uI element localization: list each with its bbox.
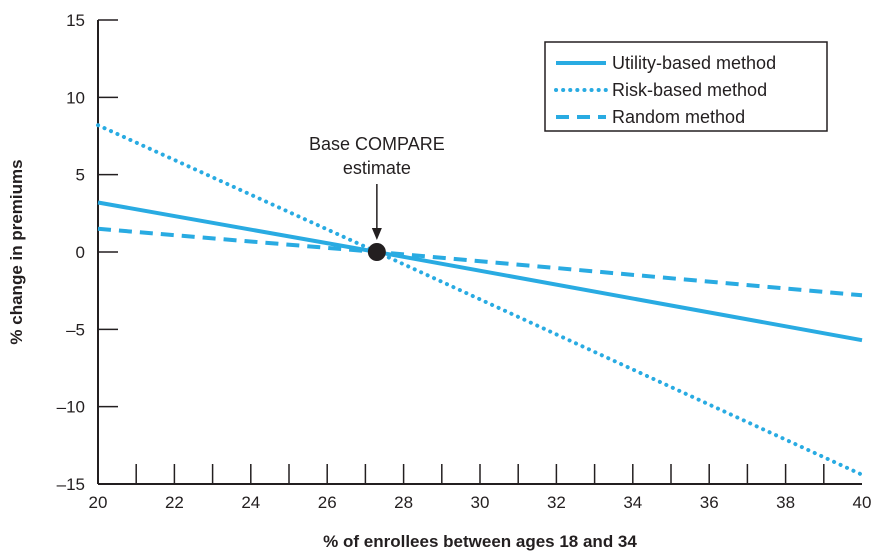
y-axis-title: % change in premiums — [7, 159, 26, 344]
series-dashed-line — [97, 226, 863, 298]
y-tick-label: –5 — [66, 320, 85, 339]
annotation-arrow-head — [371, 228, 382, 240]
legend-box — [544, 41, 828, 132]
x-tick-label: 22 — [165, 493, 184, 512]
x-tick-label: 20 — [89, 493, 108, 512]
y-tick-label: –15 — [57, 475, 85, 494]
x-tick-label: 28 — [394, 493, 413, 512]
y-tick-label: 10 — [66, 88, 85, 107]
annotation-text: estimate — [343, 158, 411, 178]
y-tick-label: 5 — [76, 166, 85, 185]
x-tick-label: 38 — [776, 493, 795, 512]
x-tick-label: 24 — [241, 493, 260, 512]
x-tick-label: 34 — [623, 493, 642, 512]
base-estimate-marker — [367, 243, 386, 261]
annotation-text: Base COMPARE — [309, 134, 445, 154]
x-axis-title: % of enrollees between ages 18 and 34 — [323, 532, 637, 551]
y-tick-label: 15 — [66, 11, 85, 30]
series-dotted-line — [96, 123, 864, 477]
x-tick-label: 32 — [547, 493, 566, 512]
legend-label: Utility-based method — [612, 53, 776, 73]
x-tick-label: 40 — [853, 493, 872, 512]
x-tick-label: 36 — [700, 493, 719, 512]
series-solid-line — [97, 200, 863, 343]
x-tick-label: 26 — [318, 493, 337, 512]
annotation: Base COMPARE estimate — [309, 134, 445, 261]
legend: Utility-based method Risk-based method Ran… — [544, 41, 828, 132]
y-tick-label: –10 — [57, 398, 85, 417]
x-tick-label: 30 — [471, 493, 490, 512]
legend-label: Risk-based method — [612, 80, 767, 100]
legend-label: Random method — [612, 107, 745, 127]
y-tick-label: 0 — [76, 243, 85, 262]
series-layer — [96, 123, 864, 477]
